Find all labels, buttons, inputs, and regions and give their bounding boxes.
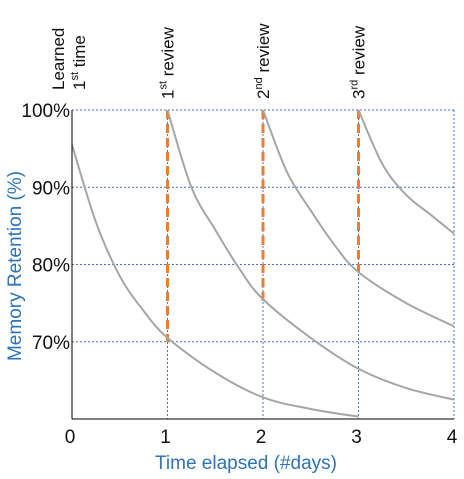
axes bbox=[71, 110, 454, 420]
y-tick-label-3: 70% bbox=[32, 333, 70, 354]
y-tick-label-2: 80% bbox=[32, 256, 70, 277]
review-drop-lines bbox=[166, 110, 360, 342]
retention-curves bbox=[71, 109, 455, 418]
retention-curve-3 bbox=[262, 109, 455, 328]
grid-lines bbox=[72, 109, 455, 419]
event-labels: Learned 1st time 1st review 2nd review 3rd r… bbox=[49, 23, 369, 99]
x-tick-label-4: 4 bbox=[447, 427, 458, 448]
retention-curve-4 bbox=[357, 109, 455, 235]
y-axis-title: Memory Retention (%) bbox=[5, 171, 26, 361]
x-axis-title: Time elapsed (#days) bbox=[155, 453, 337, 474]
event-label-first-time: 1st time bbox=[69, 35, 89, 90]
retention-curve-2 bbox=[166, 109, 455, 401]
x-tick-label-3: 3 bbox=[351, 427, 362, 448]
x-tick-label-1: 1 bbox=[160, 427, 171, 448]
event-label-learned: Learned bbox=[49, 28, 68, 90]
event-label-review-2: 2nd review bbox=[253, 23, 273, 99]
x-tick-label-0: 0 bbox=[65, 427, 76, 448]
event-label-review-3: 3rd review bbox=[349, 25, 369, 99]
tick-labels: 100% 90% 80% 70% 0 1 2 3 4 bbox=[21, 101, 457, 448]
event-label-review-1: 1st review bbox=[158, 26, 178, 99]
x-tick-label-2: 2 bbox=[256, 427, 267, 448]
y-tick-label-1: 90% bbox=[32, 178, 70, 199]
y-tick-label-0: 100% bbox=[21, 101, 70, 122]
retention-curve-1 bbox=[71, 144, 359, 418]
